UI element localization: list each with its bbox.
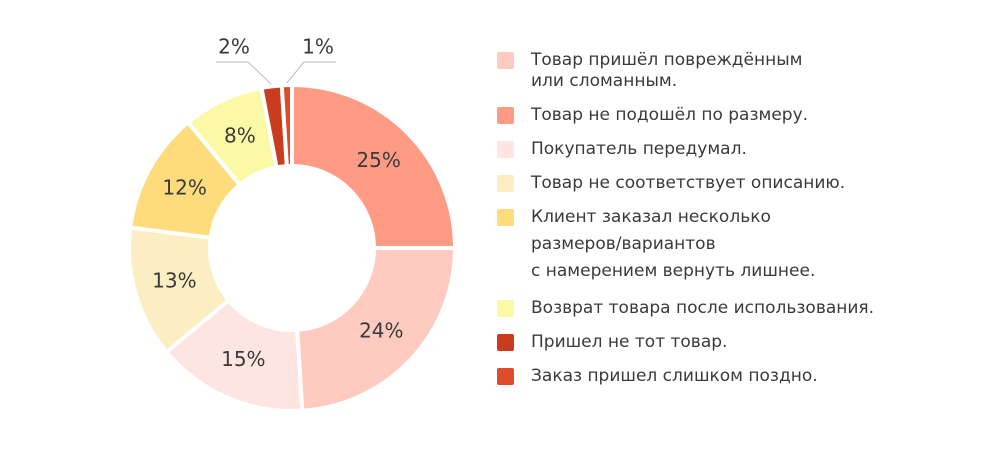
data-label: 15% [221, 347, 265, 371]
leader-line [286, 61, 336, 84]
legend-label: Заказ пришел слишком поздно. [531, 366, 818, 386]
legend-item: Клиент заказал несколько размеров/вариан… [497, 207, 977, 285]
data-label: 12% [162, 175, 206, 199]
data-label: 8% [224, 124, 256, 148]
donut-segment [279, 82, 294, 169]
legend-label: Возврат товара после использования. [531, 298, 875, 318]
legend-label: Клиент заказал несколько размеров/вариан… [531, 207, 816, 281]
data-label: 25% [356, 148, 400, 172]
legend-item: Покупатель передумал. [497, 139, 977, 160]
donut-segment [295, 246, 458, 413]
legend-label: Товар не соответствует описанию. [531, 173, 846, 193]
legend-item: Товар пришёл повреждённым или сломанным. [497, 50, 977, 92]
legend-item: Заказ пришел слишком поздно. [497, 366, 977, 387]
legend-label: Товар пришёл повреждённым или сломанным. [531, 50, 803, 91]
legend-swatch [497, 52, 514, 69]
legend-swatch [497, 175, 514, 192]
legend-swatch [497, 209, 514, 226]
legend-swatch [497, 107, 514, 124]
legend-swatch [497, 334, 514, 351]
donut-segment [290, 82, 458, 250]
data-label: 2% [218, 35, 250, 59]
legend-label: Покупатель передумал. [531, 139, 747, 159]
legend-item: Товар не подошёл по размеру. [497, 105, 977, 126]
legend-swatch [497, 300, 514, 317]
data-label: 1% [302, 35, 334, 59]
leader-line [216, 61, 272, 85]
legend-label: Пришел не тот товар. [531, 332, 728, 352]
legend-item: Товар не соответствует описанию. [497, 173, 977, 194]
legend-swatch [497, 141, 514, 158]
data-label: 24% [359, 318, 403, 342]
legend-swatch [497, 368, 514, 385]
data-label: 13% [152, 269, 196, 293]
legend-item: Пришел не тот товар. [497, 332, 977, 353]
legend: Товар пришёл повреждённым или сломанным.… [497, 50, 977, 400]
legend-label: Товар не подошёл по размеру. [531, 105, 809, 125]
legend-item: Возврат товара после использования. [497, 298, 977, 319]
